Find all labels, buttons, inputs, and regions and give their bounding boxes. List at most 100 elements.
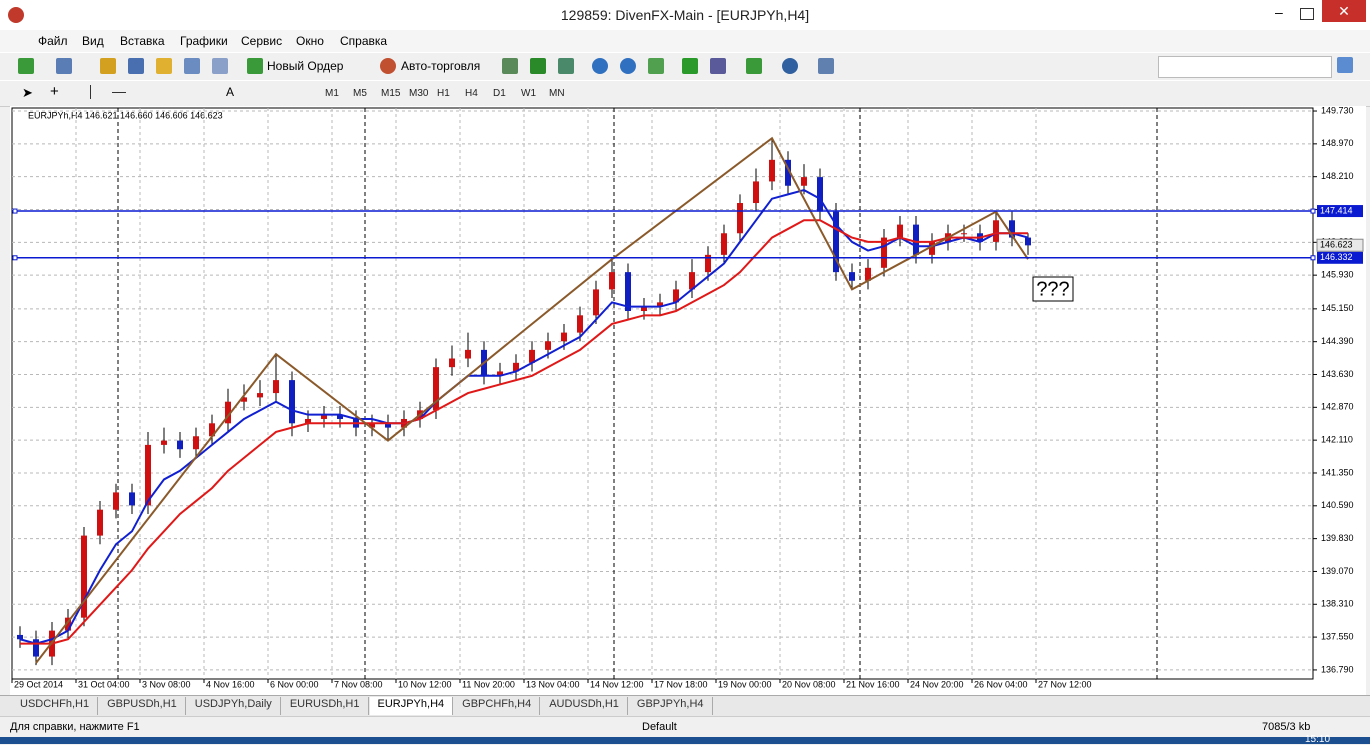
menu-item[interactable]: Файл <box>38 34 68 48</box>
search-box[interactable] <box>1158 56 1332 78</box>
timeframe-button[interactable]: H1 <box>437 88 450 99</box>
candle-body <box>897 224 903 238</box>
candle-body <box>881 237 887 268</box>
text-tool[interactable]: A <box>226 85 235 99</box>
x-tick-label: 19 Nov 00:00 <box>718 679 772 689</box>
menu-item[interactable]: Вид <box>82 34 104 48</box>
minimize-button[interactable]: – <box>1275 4 1283 20</box>
candle-body <box>241 397 247 402</box>
x-tick-label: 14 Nov 12:00 <box>590 679 644 689</box>
last-price-label: 146.623 <box>1320 240 1353 250</box>
toolbar-icon[interactable] <box>18 58 34 74</box>
toolbar-icon[interactable] <box>100 58 116 74</box>
toolbar-icon[interactable] <box>212 58 228 74</box>
candle-body <box>721 233 727 255</box>
candle-body <box>753 181 759 204</box>
zigzag <box>35 136 1029 664</box>
chart-tab[interactable]: EURJPYh,H4 <box>369 697 454 715</box>
app-icon <box>8 7 24 23</box>
autotrade-icon[interactable] <box>380 58 396 74</box>
menu-item[interactable]: Графики <box>180 34 228 48</box>
timeframe-button[interactable]: D1 <box>493 88 506 99</box>
candle-body <box>305 418 311 424</box>
y-tick-label: 148.210 <box>1321 171 1354 181</box>
new-order-button[interactable]: Новый Ордер <box>267 59 344 73</box>
x-tick-label: 17 Nov 18:00 <box>654 679 708 689</box>
y-tick-label: 136.790 <box>1321 664 1354 674</box>
timeframe-button[interactable]: W1 <box>521 88 536 99</box>
toolbar-icon[interactable] <box>818 58 834 74</box>
x-tick-label: 11 Nov 20:00 <box>462 679 515 689</box>
candle-body <box>257 393 263 398</box>
timeframe-button[interactable]: M15 <box>381 88 401 99</box>
toolbar-icon[interactable] <box>682 58 698 74</box>
notify-icon[interactable] <box>1337 57 1353 73</box>
toolbar-icon[interactable] <box>184 58 200 74</box>
candle-body <box>321 414 327 419</box>
toolbar-icon[interactable] <box>648 58 664 74</box>
chart-tab[interactable]: GBPJPYh,H4 <box>629 697 713 715</box>
chart-tab[interactable]: USDCHFh,H1 <box>12 697 99 715</box>
zoom-in[interactable] <box>592 58 608 74</box>
candle-body <box>161 440 167 445</box>
zoom-out[interactable] <box>620 58 636 74</box>
hline-tool[interactable] <box>112 92 126 93</box>
timeframe-button[interactable]: M5 <box>353 88 367 99</box>
candle-body <box>593 289 599 316</box>
toolbar-icon[interactable] <box>128 58 144 74</box>
status-traffic: 7085/3 kb <box>1262 721 1311 733</box>
toolbar-icon[interactable] <box>558 58 574 74</box>
menu-item[interactable]: Окно <box>296 34 324 48</box>
candle-body <box>545 341 551 350</box>
candle-body <box>129 492 135 506</box>
x-tick-label: 26 Nov 04:00 <box>974 679 1028 689</box>
candle-body <box>97 509 103 536</box>
chart-tab[interactable]: USDJPYh,Daily <box>187 697 281 715</box>
chart: EURJPYh,H4 146.621 146.660 146.606 146.6… <box>10 106 1366 695</box>
status-help: Для справки, нажмите F1 <box>10 721 140 733</box>
candle-body <box>273 380 279 394</box>
toolbar-icon[interactable] <box>502 58 518 74</box>
toolbar-icon[interactable] <box>156 58 172 74</box>
timeframe-button[interactable]: M30 <box>409 88 429 99</box>
chart-tab[interactable]: GBPCHFh,H4 <box>454 697 541 715</box>
candle-body <box>65 617 71 631</box>
toolbar-icon[interactable] <box>530 58 546 74</box>
y-tick-label: 139.830 <box>1321 533 1354 543</box>
y-tick-label: 148.970 <box>1321 138 1354 148</box>
x-tick-label: 6 Nov 00:00 <box>270 679 319 689</box>
candle-body <box>81 535 87 618</box>
toolbar-icon[interactable] <box>710 58 726 74</box>
timeframe-button[interactable]: MN <box>549 88 565 99</box>
candle-body <box>833 211 839 273</box>
y-tick-label: 141.350 <box>1321 467 1354 477</box>
candle-body <box>849 272 855 281</box>
candle-body <box>465 349 471 359</box>
timeframe-button[interactable]: M1 <box>325 88 339 99</box>
x-tick-label: 20 Nov 08:00 <box>782 679 836 689</box>
timeframe-button[interactable]: H4 <box>465 88 478 99</box>
crosshair-tool[interactable]: + <box>50 83 59 100</box>
last-price-bg <box>1316 238 1364 252</box>
menu-item[interactable]: Вставка <box>120 34 165 48</box>
close-button[interactable]: ✕ <box>1322 0 1366 22</box>
autotrade-button[interactable]: Авто-торговля <box>401 59 481 73</box>
chart-tab[interactable]: EURUSDh,H1 <box>282 697 369 715</box>
chart-tab[interactable]: AUDUSDh,H1 <box>541 697 628 715</box>
toolbar-icon[interactable] <box>782 58 798 74</box>
menu-item[interactable]: Справка <box>340 34 388 48</box>
menu-item[interactable]: Сервис <box>241 34 283 48</box>
candle-body <box>225 401 231 424</box>
candle-body <box>193 436 199 450</box>
candle-body <box>993 220 999 242</box>
cursor-tool[interactable]: ➤ <box>22 85 33 100</box>
maximize-button[interactable] <box>1300 8 1314 20</box>
candle-body <box>913 224 919 255</box>
toolbar-icon[interactable] <box>56 58 72 74</box>
y-tick-label: 149.730 <box>1321 106 1354 115</box>
vline-tool[interactable] <box>90 85 91 99</box>
toolbar-icon[interactable] <box>746 58 762 74</box>
candle-body <box>529 349 535 363</box>
new-order-icon[interactable] <box>247 58 263 74</box>
chart-tab[interactable]: GBPUSDh,H1 <box>99 697 186 715</box>
